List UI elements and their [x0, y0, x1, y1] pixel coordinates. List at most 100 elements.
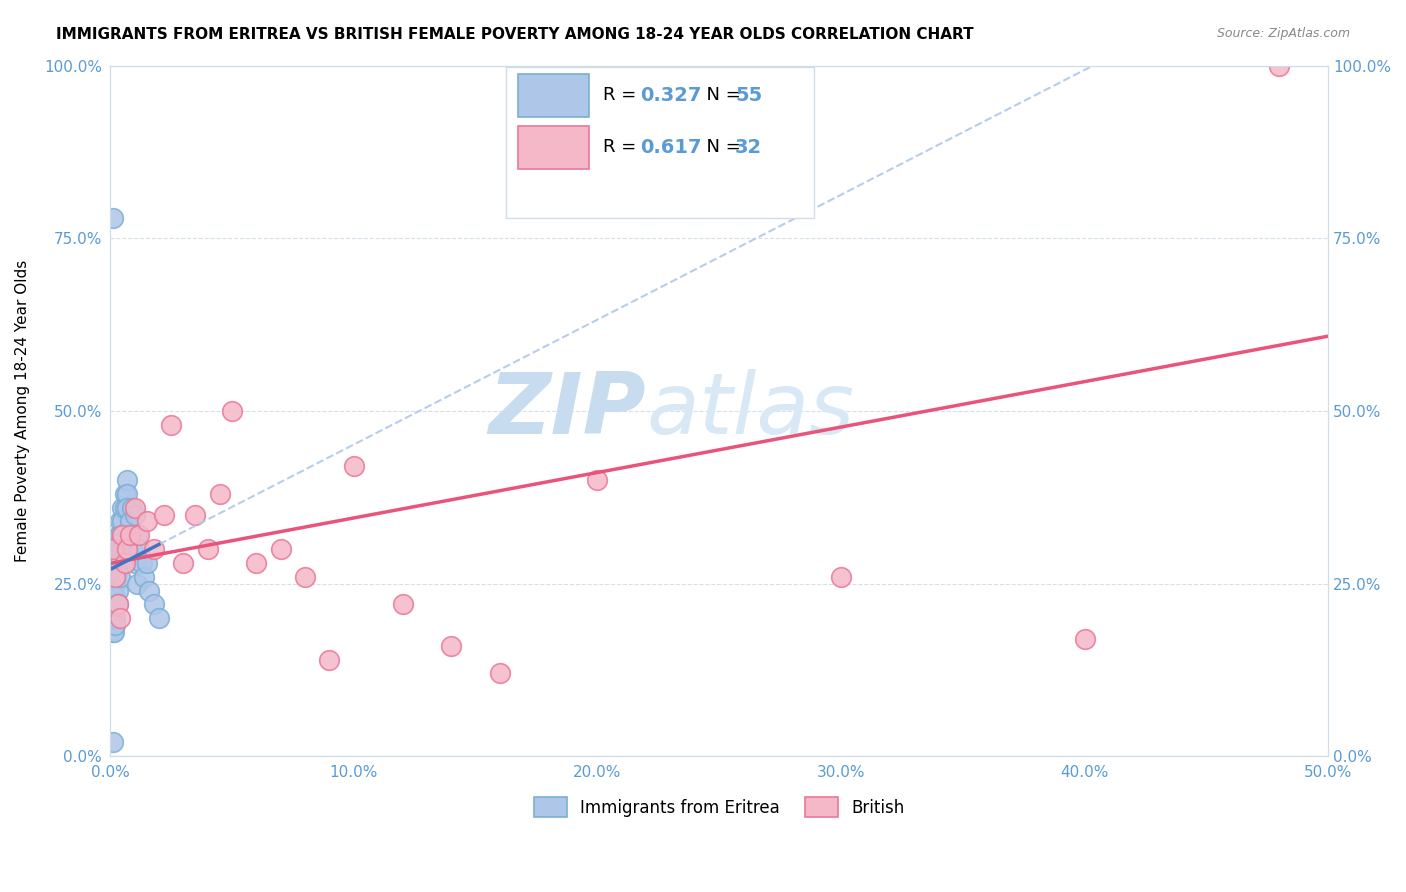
Point [172, 556, 194, 570]
Point [104, 611, 127, 625]
Point [117, 500, 139, 515]
Point [107, 597, 129, 611]
Text: ZIP: ZIP [488, 369, 647, 452]
Point [153, 508, 176, 522]
Point [114, 500, 136, 515]
Point [128, 542, 150, 557]
Point [138, 583, 160, 598]
Point [343, 459, 366, 474]
Point [114, 487, 136, 501]
Point [104, 591, 127, 605]
Y-axis label: Female Poverty Among 18-24 Year Olds: Female Poverty Among 18-24 Year Olds [15, 260, 30, 562]
Point [118, 528, 141, 542]
Point [1268, 59, 1291, 73]
Point [111, 542, 134, 557]
Point [197, 542, 219, 557]
Point [586, 473, 609, 487]
Point [108, 611, 131, 625]
Point [103, 597, 125, 611]
Point [100, 597, 122, 611]
Text: atlas: atlas [647, 369, 853, 452]
Text: R =: R = [603, 87, 643, 104]
Point [101, 542, 124, 557]
Point [160, 417, 183, 432]
Point [111, 528, 134, 542]
Point [107, 556, 129, 570]
Point [830, 570, 852, 584]
Point [117, 487, 139, 501]
Point [114, 542, 136, 557]
Point [440, 639, 463, 653]
Legend: Immigrants from Eritrea, British: Immigrants from Eritrea, British [527, 790, 911, 824]
Point [135, 556, 157, 570]
Text: IMMIGRANTS FROM ERITREA VS BRITISH FEMALE POVERTY AMONG 18-24 YEAR OLDS CORRELAT: IMMIGRANTS FROM ERITREA VS BRITISH FEMAL… [56, 27, 974, 42]
Point [270, 542, 292, 557]
FancyBboxPatch shape [519, 74, 589, 117]
Point [107, 583, 129, 598]
Point [1073, 632, 1095, 646]
Point [101, 611, 124, 625]
Point [121, 542, 143, 557]
Point [245, 556, 267, 570]
Point [107, 528, 129, 542]
Point [107, 563, 129, 577]
Point [221, 404, 243, 418]
Text: Source: ZipAtlas.com: Source: ZipAtlas.com [1216, 27, 1350, 40]
Point [108, 570, 131, 584]
Point [118, 515, 141, 529]
Point [101, 624, 124, 639]
Point [131, 556, 153, 570]
Text: 0.617: 0.617 [640, 137, 702, 157]
Point [184, 508, 207, 522]
Point [104, 618, 127, 632]
Point [114, 556, 136, 570]
Point [104, 570, 127, 584]
Point [128, 528, 150, 542]
Point [117, 542, 139, 557]
Point [124, 508, 146, 522]
Point [107, 597, 129, 611]
Point [108, 515, 131, 529]
Point [108, 542, 131, 557]
Point [101, 597, 124, 611]
Point [107, 542, 129, 557]
Text: 0.327: 0.327 [640, 86, 702, 104]
Point [105, 570, 128, 584]
FancyBboxPatch shape [519, 126, 589, 169]
Text: N =: N = [695, 87, 747, 104]
Point [294, 570, 316, 584]
Point [121, 500, 143, 515]
Point [104, 576, 127, 591]
Point [709, 141, 731, 155]
Point [103, 611, 125, 625]
Point [101, 735, 124, 749]
Point [117, 473, 139, 487]
Point [103, 624, 125, 639]
Text: R =: R = [603, 138, 643, 156]
Point [118, 528, 141, 542]
Point [125, 576, 148, 591]
Point [135, 515, 157, 529]
Point [318, 652, 340, 666]
Point [108, 528, 131, 542]
Point [104, 597, 127, 611]
Point [391, 597, 413, 611]
Point [105, 556, 128, 570]
Point [208, 487, 231, 501]
Point [101, 583, 124, 598]
Point [101, 211, 124, 225]
FancyBboxPatch shape [506, 67, 814, 219]
Point [111, 515, 134, 529]
Point [134, 570, 156, 584]
Text: N =: N = [695, 138, 747, 156]
Point [148, 611, 170, 625]
Point [124, 500, 146, 515]
Point [125, 528, 148, 542]
Point [111, 528, 134, 542]
Text: 32: 32 [735, 137, 762, 157]
Point [124, 556, 146, 570]
Point [101, 611, 124, 625]
Point [103, 597, 125, 611]
Point [108, 556, 131, 570]
Point [143, 542, 166, 557]
